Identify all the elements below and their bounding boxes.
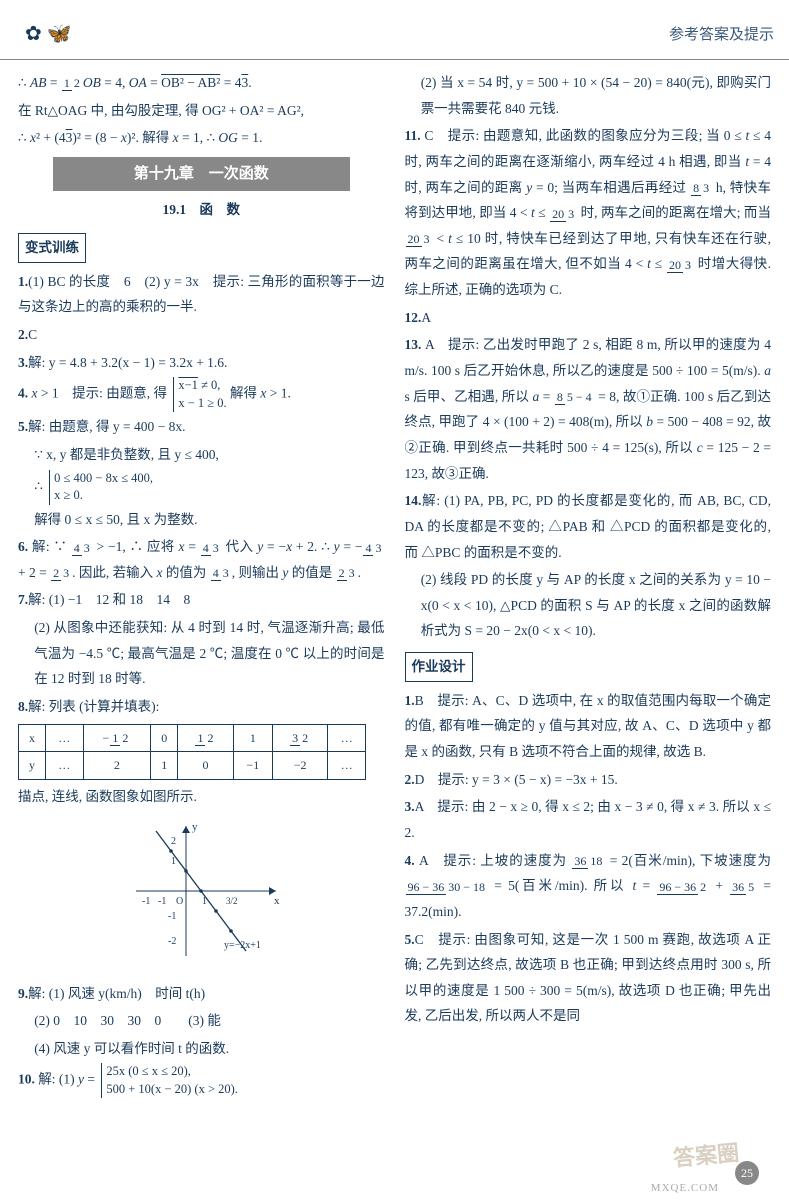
answer-item: 4. x > 1 提示: 由题意, 得 x−1 ≠ 0,x − 1 ≥ 0. 解… [18,377,385,412]
svg-text:-1: -1 [168,911,176,922]
header-decoration-icon: ✿ 🦋 [25,21,72,46]
answer-item: 2.D 提示: y = 3 × (5 − x) = −3x + 15. [405,767,772,793]
answer-item: (2) 从图象中还能获知: 从 4 时到 14 时, 气温逐渐升高; 最低气温为… [18,615,385,692]
answer-item: 6. 解: ∵ 43 > −1, ∴ 应将 x = 43 代入 y = −x +… [18,534,385,585]
answer-item: 7.解: (1) −1 12 和 18 14 8 [18,587,385,613]
svg-text:2: 2 [171,836,176,847]
answer-item: (2) 0 10 30 30 0 (3) 能 [18,1008,385,1034]
svg-text:-1: -1 [158,896,166,907]
header-left: ✿ 🦋 [25,21,72,46]
watermark-stamp: 答案圈 [672,1135,741,1173]
pretext-line: ∴ x² + (43)² = (8 − x)². 解得 x = 1, ∴ OG … [18,125,385,151]
pretext-line: 在 Rt△OAG 中, 由勾股定理, 得 OG² + OA² = AG², [18,98,385,124]
answer-item: 1.B 提示: A、C、D 选项中, 在 x 的取值范围内每取一个确定的值, 都… [405,688,772,765]
page-number: 25 [735,1161,759,1185]
svg-text:O: O [176,896,183,907]
section-title: 19.1 函 数 [18,197,385,223]
variant-training-label: 变式训练 [18,233,86,263]
answer-item: 11. C 提示: 由题意知, 此函数的图象应分为三段; 当 0 ≤ t ≤ 4… [405,123,772,302]
answer-item: (4) 风速 y 可以看作时间 t 的函数. [18,1036,385,1062]
answer-item: 3.A 提示: 由 2 − x ≥ 0, 得 x ≤ 2; 由 x − 3 ≠ … [405,794,772,845]
right-column: (2) 当 x = 54 时, y = 500 + 10 × (54 − 20)… [405,68,772,1100]
header-label: 参考答案及提示 [669,23,774,44]
answer-item: 解得 0 ≤ x ≤ 50, 且 x 为整数. [18,507,385,533]
answer-item: ∵ x, y 都是非负整数, 且 y ≤ 400, [18,442,385,468]
svg-text:-2: -2 [168,936,176,947]
table-row: x… −12 0 12 1 32 … [19,724,366,752]
svg-text:x: x [274,895,280,907]
answer-item: 4. A 提示: 上坡的速度为 3618 = 2(百米/min), 下坡速度为 … [405,848,772,925]
answer-item: 5.解: 由题意, 得 y = 400 − 8x. [18,414,385,440]
answer-item: 9.解: (1) 风速 y(km/h) 时间 t(h) [18,981,385,1007]
answer-item: 2.C [18,322,385,348]
chapter-title: 第十九章 一次函数 [53,157,350,192]
svg-text:3/2: 3/2 [226,896,238,906]
content-columns: ∴ AB = 12OB = 4, OA = OB² − AB² = 43. 在 … [0,68,789,1100]
homework-label: 作业设计 [405,652,473,682]
table-row: y…210−1−2… [19,752,366,780]
answer-item: 5.C 提示: 由图象可知, 这是一次 1 500 m 赛跑, 故选项 A 正确… [405,927,772,1030]
answer-item: 10. 解: (1) y = 25x (0 ≤ x ≤ 20),500 + 10… [18,1063,385,1098]
table-caption: 描点, 连线, 函数图象如图所示. [18,784,385,810]
page-header: ✿ 🦋 参考答案及提示 [0,0,789,60]
answer-item: 8.解: 列表 (计算并填表): [18,694,385,720]
answer-item: (2) 当 x = 54 时, y = 500 + 10 × (54 − 20)… [405,70,772,121]
answer-item: 13. A 提示: 乙出发时甲跑了 2 s, 相距 8 m, 所以甲的速度为 4… [405,332,772,486]
answer-item: (2) 线段 PD 的长度 y 与 AP 的长度 x 之间的关系为 y = 10… [405,567,772,644]
answer-item: 14.解: (1) PA, PB, PC, PD 的长度都是变化的, 而 AB,… [405,488,772,565]
graph-equation-label: y=−2x+1 [224,940,261,951]
answer-item: 3.解: y = 4.8 + 3.2(x − 1) = 3.2x + 1.6. [18,350,385,376]
site-watermark: MXQE.COM [651,1182,719,1194]
answer-item: 12.A [405,305,772,331]
data-table: x… −12 0 12 1 32 … y…210−1−2… [18,724,366,781]
line-graph: x y O -1 -1 1 3/2 1 2 -1 -2 y=−2x+1 [18,816,385,975]
svg-text:-1: -1 [142,896,150,907]
left-column: ∴ AB = 12OB = 4, OA = OB² − AB² = 43. 在 … [18,68,385,1100]
answer-item: ∴ 0 ≤ 400 − 8x ≤ 400,x ≥ 0. [18,470,385,505]
answer-item: 1.(1) BC 的长度 6 (2) y = 3x 提示: 三角形的面积等于一边… [18,269,385,320]
svg-text:y: y [192,821,198,833]
pretext-line: ∴ AB = 12OB = 4, OA = OB² − AB² = 43. [18,70,385,96]
